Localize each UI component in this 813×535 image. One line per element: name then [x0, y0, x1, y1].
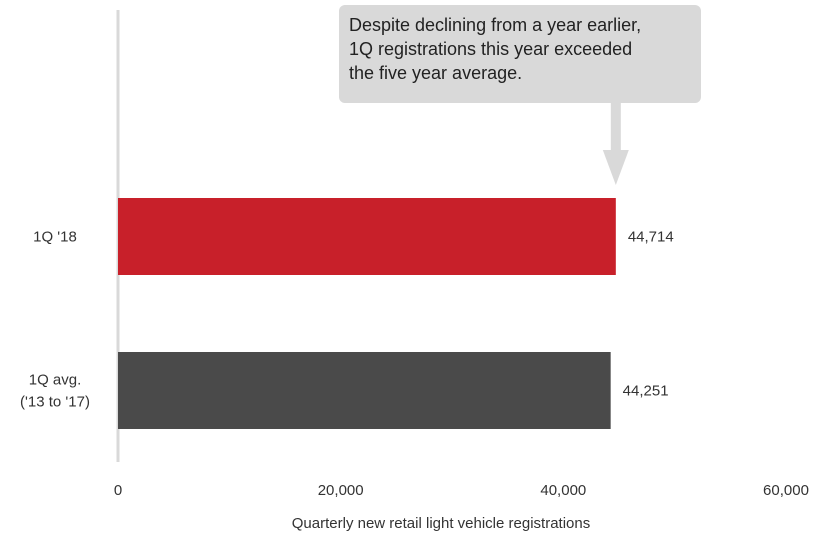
annotation-callout: Despite declining from a year earlier, 1…	[339, 5, 701, 103]
bar-0	[118, 198, 616, 275]
value-label-0: 44,714	[628, 229, 674, 246]
x-tick-label-3: 60,000	[763, 482, 809, 499]
x-tick-label-0: 0	[114, 482, 122, 499]
annotation-line-3: the five year average.	[349, 63, 523, 83]
x-tick-label-1: 20,000	[318, 482, 364, 499]
x-axis-title: Quarterly new retail light vehicle regis…	[292, 515, 590, 532]
category-label-0: 1Q '18	[33, 229, 77, 246]
x-tick-labels: 0 20,000 40,000 60,000	[114, 482, 809, 499]
x-tick-label-2: 40,000	[540, 482, 586, 499]
annotation-arrow	[602, 103, 629, 185]
value-label-1: 44,251	[623, 383, 669, 400]
annotation-line-2: 1Q registrations this year exceeded	[349, 39, 633, 59]
bars-group: 44,714 1Q '18 44,251 1Q avg. ('13 to '17)	[20, 198, 674, 429]
arrow-shaft	[610, 103, 621, 151]
annotation-line-1: Despite declining from a year earlier,	[349, 15, 642, 35]
arrow-head	[602, 150, 629, 185]
category-label-1: 1Q avg. ('13 to '17)	[20, 372, 90, 411]
bar-1	[118, 352, 611, 429]
